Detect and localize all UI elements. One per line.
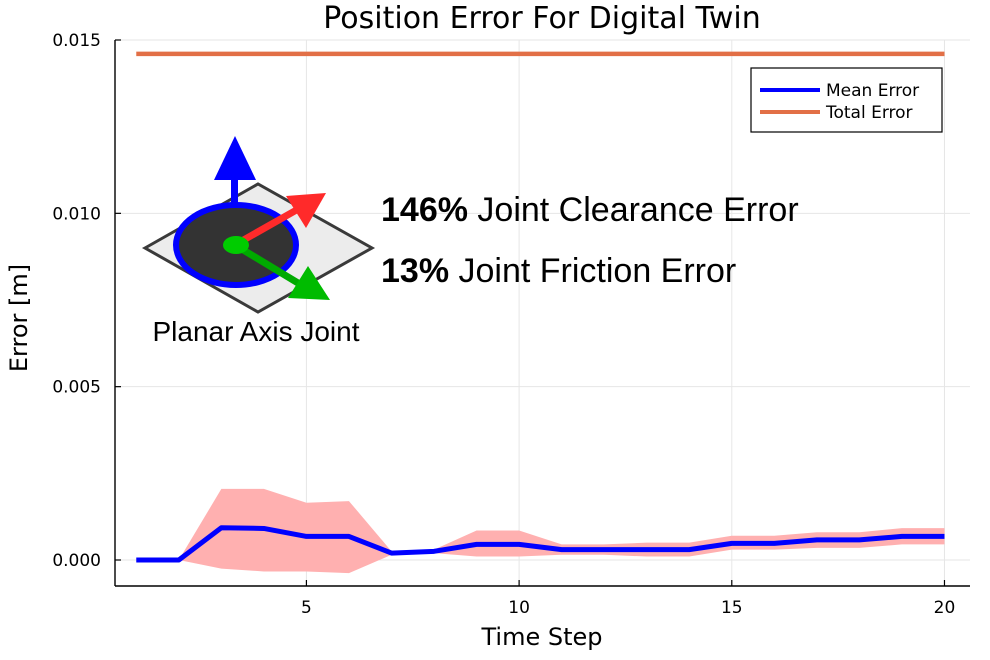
y-tick-label: 0.000 (52, 551, 101, 571)
legend-label-mean-error: Mean Error (826, 81, 919, 101)
grid-lines (115, 39, 970, 586)
legend: Mean Error Total Error (750, 67, 943, 133)
x-tick-label: 10 (508, 598, 530, 618)
joint-shaft (231, 172, 238, 218)
y-tick-label: 0.015 (52, 31, 101, 51)
x-axis-arrow-shaft (238, 245, 300, 286)
friction-error-text: Joint Friction Error (449, 252, 736, 290)
joint-illustration: Planar Axis Joint (141, 136, 376, 347)
x-tick-label: 5 (301, 598, 312, 618)
mean-error-range-band (136, 488, 945, 574)
friction-error-percent: 13% (381, 252, 449, 290)
legend-box (750, 67, 943, 133)
y-axis-label: Error [m] (5, 264, 33, 372)
chart-title: Position Error For Digital Twin (323, 1, 761, 36)
y-axis-arrow-shaft (238, 204, 302, 246)
clearance-error-annotation: 146% Joint Clearance Error (381, 191, 799, 229)
x-tick-label: 15 (721, 598, 743, 618)
clearance-error-percent: 146% (381, 191, 468, 229)
tick-layer: 5 10 15 20 0.000 0.005 0.010 0.015 (52, 31, 955, 618)
x-axis-arrow-icon (288, 266, 330, 300)
error-band-layer (136, 488, 945, 574)
y-axis-arrow-icon (286, 193, 326, 228)
x-axis-label: Time Step (480, 623, 602, 651)
x-tick-label: 20 (934, 598, 956, 618)
series-layer (136, 51, 945, 563)
clearance-error-text: Joint Clearance Error (468, 191, 799, 229)
joint-center-icon (223, 236, 249, 254)
joint-label: Planar Axis Joint (153, 316, 360, 347)
friction-error-annotation: 13% Joint Friction Error (381, 252, 736, 290)
y-tick-label: 0.010 (52, 204, 101, 224)
legend-label-total-error: Total Error (825, 103, 913, 123)
mean-error-line (136, 525, 945, 563)
y-tick-label: 0.005 (52, 378, 101, 398)
z-axis-arrow-icon (214, 136, 256, 180)
